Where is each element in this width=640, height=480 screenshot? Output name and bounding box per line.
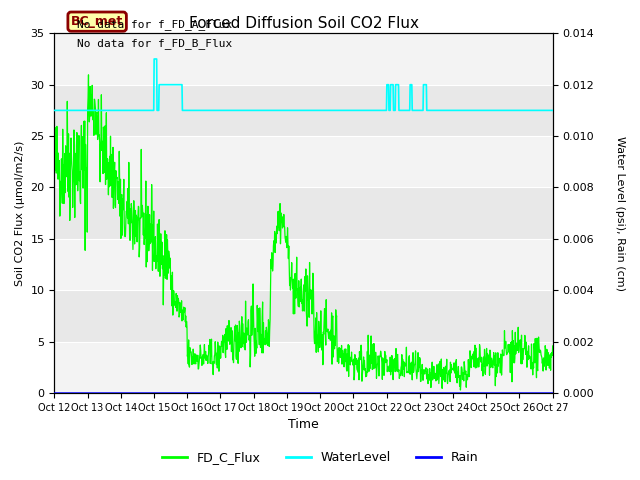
Text: No data for f_FD_B_Flux: No data for f_FD_B_Flux [77, 38, 232, 49]
Title: Forced Diffusion Soil CO2 Flux: Forced Diffusion Soil CO2 Flux [189, 16, 419, 31]
Bar [54, 136, 553, 188]
X-axis label: Time: Time [288, 419, 319, 432]
Legend: FD_C_Flux, WaterLevel, Rain: FD_C_Flux, WaterLevel, Rain [157, 446, 483, 469]
Bar [54, 239, 553, 290]
Y-axis label: Water Level (psi), Rain (cm): Water Level (psi), Rain (cm) [615, 136, 625, 291]
Text: No data for f_FD_A_Flux: No data for f_FD_A_Flux [77, 19, 232, 30]
Y-axis label: Soil CO2 Flux (μmol/m2/s): Soil CO2 Flux (μmol/m2/s) [15, 141, 25, 286]
Bar [54, 33, 553, 84]
Text: BC_met: BC_met [71, 15, 124, 28]
Bar [54, 342, 553, 393]
